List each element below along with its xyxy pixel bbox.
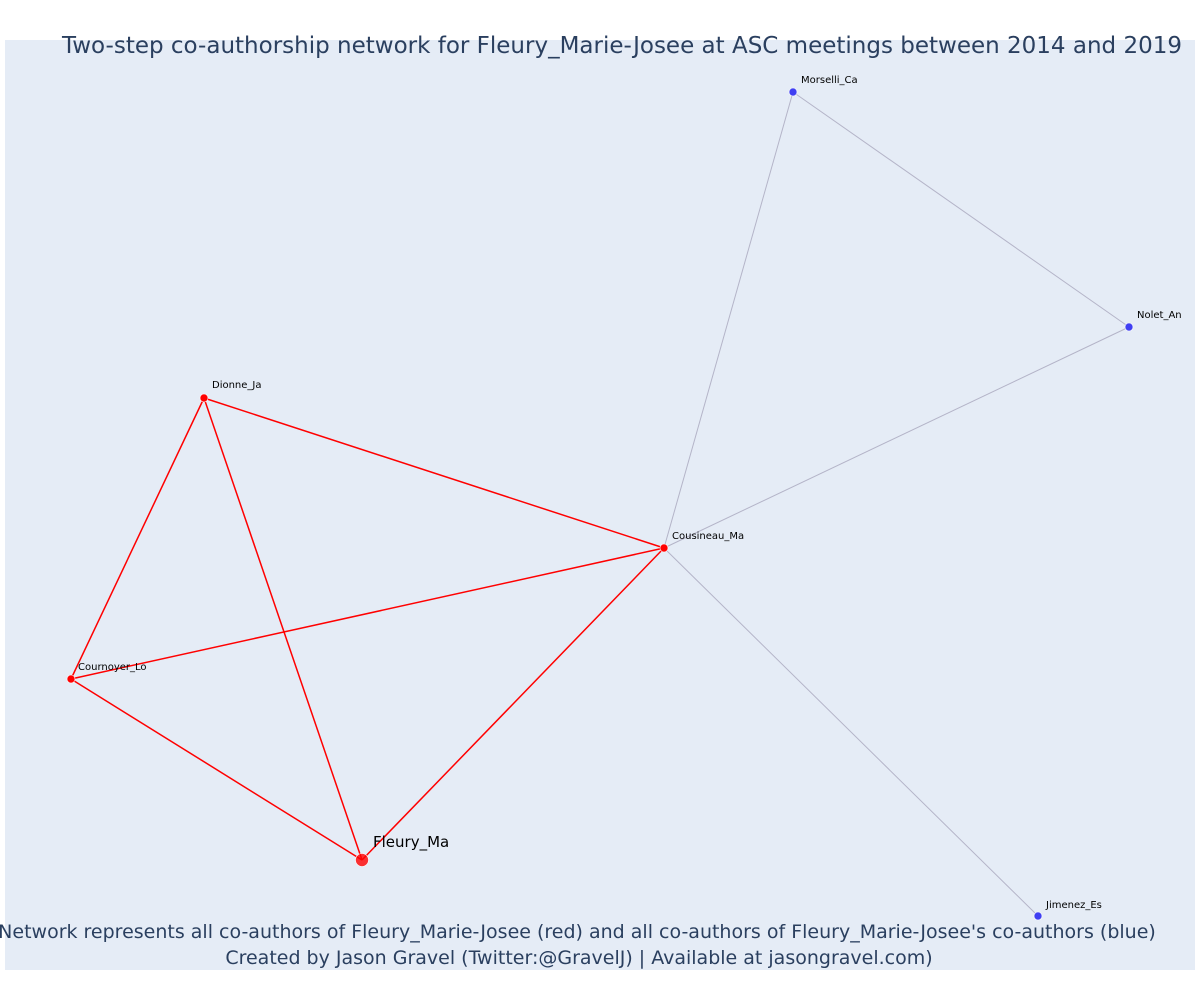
edge-dionne-cousineau: [203, 397, 665, 549]
edge-cournoyer-cousineau: [70, 547, 665, 680]
edge-fleury-dionne: [203, 397, 363, 861]
node-nolet[interactable]: [1124, 322, 1134, 332]
node-label-jimenez: Jimenez_Es: [1045, 900, 1102, 911]
edge-cousineau-jimenez: [663, 547, 1039, 917]
edge-cousineau-morselli: [663, 91, 794, 549]
edge-dionne-cournoyer: [70, 397, 205, 680]
node-label-fleury: Fleury_Ma: [373, 833, 449, 852]
node-label-cournoyer: Cournoyer_Lo: [78, 662, 147, 673]
edge-morselli-nolet: [792, 91, 1130, 328]
figure-title: Two-step co-authorship network for Fleur…: [61, 33, 1182, 59]
labels-layer: Fleury_Ma Cousineau_Ma Dionne_Ja Cournoyer_…: [78, 75, 1182, 911]
caption-line-1: Network represents all co-authors of Fle…: [0, 921, 1156, 943]
node-cousineau[interactable]: [659, 543, 669, 553]
plot-background: [5, 40, 1195, 970]
nodes-layer: [66, 87, 1134, 921]
node-fleury[interactable]: [355, 853, 369, 867]
node-jimenez[interactable]: [1033, 911, 1043, 921]
node-cournoyer[interactable]: [66, 674, 76, 684]
node-label-dionne: Dionne_Ja: [212, 380, 262, 391]
node-label-nolet: Nolet_An: [1137, 310, 1182, 321]
node-label-cousineau: Cousineau_Ma: [672, 531, 744, 542]
edge-fleury-cournoyer: [70, 678, 363, 861]
edge-cousineau-nolet: [663, 326, 1130, 549]
edge-fleury-cousineau: [361, 547, 665, 861]
edges-layer: [70, 91, 1130, 917]
caption-line-2: Created by Jason Gravel (Twitter:@Gravel…: [225, 947, 932, 969]
node-dionne[interactable]: [199, 393, 209, 403]
node-label-morselli: Morselli_Ca: [801, 75, 858, 86]
node-morselli[interactable]: [788, 87, 798, 97]
